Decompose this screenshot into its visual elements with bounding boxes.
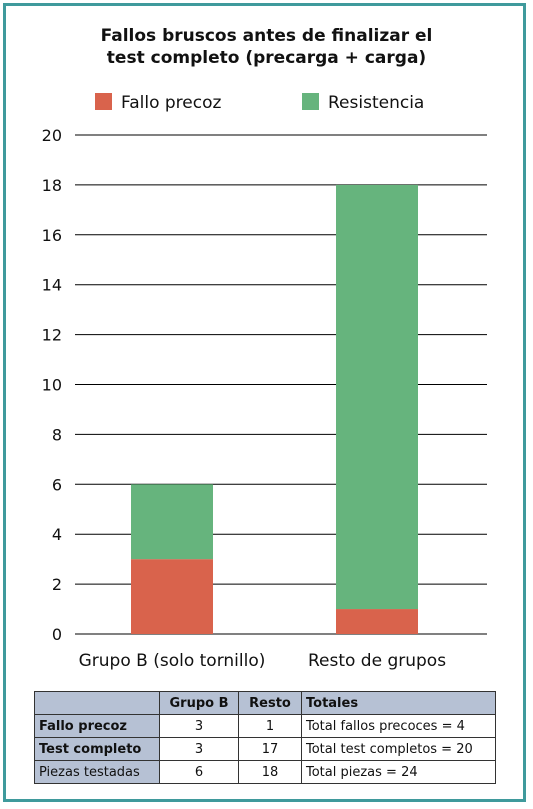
bar-fallo-precoz-1 — [131, 559, 213, 634]
y-tick-label: 16 — [42, 226, 62, 245]
cell-resto: 17 — [238, 737, 302, 761]
y-tick-label: 12 — [42, 326, 62, 345]
row-label: Fallo precoz — [34, 714, 160, 738]
table-row: Piezas testadas 6 18 Total piezas = 24 — [34, 760, 496, 784]
x-category-label: Resto de grupos — [308, 651, 446, 671]
cell-grupo-b: 6 — [159, 760, 239, 784]
table-row: Fallo precoz 3 1 Total fallos precoces =… — [34, 714, 496, 738]
y-tick-label: 14 — [42, 276, 62, 295]
y-tick-label: 18 — [42, 176, 62, 195]
legend-label-fallo-precoz: Fallo precoz — [121, 93, 222, 113]
cell-total: Total piezas = 24 — [301, 760, 496, 784]
y-tick-label: 20 — [42, 126, 62, 145]
legend-swatch-fallo-precoz — [95, 93, 112, 110]
bar-fallo-precoz-2 — [336, 609, 418, 634]
bar-resistencia-1 — [131, 484, 213, 560]
y-tick-label: 2 — [52, 575, 62, 594]
cell-total: Total test completos = 20 — [301, 737, 496, 761]
chart-title-line-1: Fallos bruscos antes de finalizar el — [100, 26, 433, 46]
bar-chart: 0 2 4 6 8 10 12 14 16 18 20 Grupo B (solo tornillo… — [42, 126, 487, 671]
table-header-totales: Totales — [301, 691, 496, 715]
x-category-label: Grupo B (solo tornillo) — [79, 651, 266, 671]
cell-resto: 1 — [238, 714, 302, 738]
y-tick-label: 0 — [52, 625, 62, 644]
legend-label-resistencia: Resistencia — [328, 93, 425, 113]
y-tick-label: 4 — [52, 525, 62, 544]
table-header-resto: Resto — [238, 691, 302, 715]
figure-frame — [3, 3, 526, 802]
summary-table: Grupo B Resto Totales Fallo precoz 3 1 T… — [34, 691, 496, 784]
legend-swatch-resistencia — [302, 93, 319, 110]
chart-title-line-2: test completo (precarga + carga) — [106, 48, 427, 68]
bars — [131, 184, 418, 634]
cell-grupo-b: 3 — [159, 737, 239, 761]
table-header-grupo-b: Grupo B — [159, 691, 239, 715]
legend-item-resistencia: Resistencia — [302, 92, 424, 114]
legend-item-fallo-precoz: Fallo precoz — [95, 92, 221, 114]
y-tick-label: 10 — [42, 376, 62, 395]
x-axis-labels: Grupo B (solo tornillo) Resto de grupos — [79, 651, 447, 671]
row-label: Piezas testadas — [34, 760, 160, 784]
y-tick-label: 8 — [52, 425, 62, 444]
table-row: Test completo 3 17 Total test completos … — [34, 737, 496, 761]
table-header-row: Grupo B Resto Totales — [34, 691, 496, 715]
cell-resto: 18 — [238, 760, 302, 784]
row-label: Test completo — [34, 737, 160, 761]
bar-resistencia-2 — [336, 184, 418, 610]
y-axis-ticks: 0 2 4 6 8 10 12 14 16 18 20 — [42, 126, 62, 644]
y-tick-label: 6 — [52, 475, 62, 494]
cell-total: Total fallos precoces = 4 — [301, 714, 496, 738]
cell-grupo-b: 3 — [159, 714, 239, 738]
table-header-corner — [34, 691, 160, 715]
